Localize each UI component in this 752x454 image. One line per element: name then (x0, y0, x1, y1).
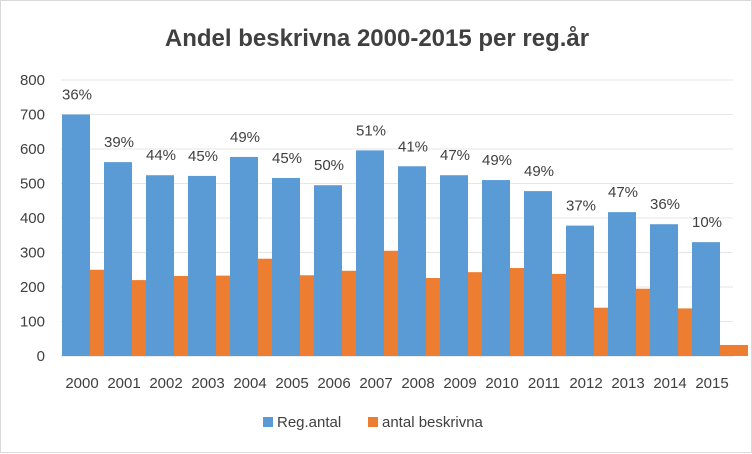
bar-reg-antal (272, 177, 300, 356)
bar-reg-antal (440, 175, 468, 356)
bar-reg-antal (398, 166, 426, 356)
x-tick-label: 2015 (695, 375, 728, 392)
bar-reg-antal (650, 224, 678, 356)
x-tick-label: 2007 (359, 375, 392, 392)
bar-reg-antal (524, 191, 552, 356)
x-tick-label: 2012 (569, 375, 602, 392)
legend-label: antal beskrivna (382, 414, 484, 431)
x-tick-label: 2013 (611, 375, 644, 392)
bar-antal-beskrivna (720, 344, 748, 356)
x-tick-label: 2011 (528, 375, 560, 392)
data-label: 50% (314, 157, 344, 174)
legend: Reg.antal antal beskrivna (263, 414, 484, 431)
data-label: 47% (608, 184, 638, 201)
y-tick-label: 800 (20, 72, 45, 89)
x-tick-label: 2003 (191, 375, 224, 392)
x-tick-label: 2014 (653, 375, 686, 392)
data-label: 36% (650, 196, 680, 213)
data-label: 47% (440, 147, 470, 164)
bar-reg-antal (314, 185, 342, 356)
bar-reg-antal (62, 114, 90, 356)
x-tick-label: 2010 (485, 375, 518, 392)
y-tick-label: 0 (37, 348, 45, 365)
data-label: 45% (188, 148, 218, 165)
x-tick-label: 2002 (149, 375, 182, 392)
x-tick-label: 2009 (443, 375, 476, 392)
x-axis-ticks: 2000 2001 2002 2003 2004 2005 2006 2007 2008 2009… (65, 375, 728, 392)
legend-swatch (368, 417, 378, 427)
y-axis-ticks: 0 100 200 300 400 500 600 700 800 (20, 72, 45, 365)
bar-reg-antal (608, 212, 636, 356)
x-tick-label: 2004 (233, 375, 266, 392)
bar-reg-antal (566, 225, 594, 356)
x-tick-label: 2005 (275, 375, 308, 392)
data-label: 49% (230, 129, 260, 146)
data-label: 51% (356, 122, 386, 139)
legend-swatch (263, 417, 273, 427)
data-label: 44% (146, 147, 176, 164)
legend-label: Reg.antal (277, 414, 341, 431)
x-tick-label: 2000 (65, 375, 98, 392)
data-label: 39% (104, 134, 134, 151)
y-tick-label: 100 (20, 314, 45, 331)
y-tick-label: 500 (20, 176, 45, 193)
y-tick-label: 700 (20, 107, 45, 124)
bar-reg-antal (356, 150, 384, 356)
y-tick-label: 400 (20, 210, 45, 227)
data-label: 36% (62, 87, 92, 104)
bar-reg-antal (188, 175, 216, 356)
y-tick-label: 600 (20, 141, 45, 158)
bar-reg-antal (692, 242, 720, 356)
data-label: 10% (692, 214, 722, 231)
data-label: 37% (566, 198, 596, 215)
bar-reg-antal (104, 162, 132, 356)
data-label: 41% (398, 138, 428, 155)
data-labels: 36% 39% 44% 45% 49% 45% 50% 51% 41% 47% 49% 49% 37% 4… (62, 87, 722, 232)
y-tick-label: 300 (20, 245, 45, 262)
x-tick-label: 2008 (401, 375, 434, 392)
x-tick-label: 2001 (107, 375, 140, 392)
bar-reg-antal (146, 175, 174, 356)
data-label: 49% (524, 163, 554, 180)
data-label: 49% (482, 152, 512, 169)
bars (62, 114, 748, 356)
data-label: 45% (272, 150, 302, 167)
bar-reg-antal (482, 180, 510, 356)
chart-title: Andel beskrivna 2000-2015 per reg.år (165, 25, 589, 52)
y-tick-label: 200 (20, 279, 45, 296)
bar-reg-antal (230, 156, 258, 356)
x-tick-label: 2006 (317, 375, 350, 392)
